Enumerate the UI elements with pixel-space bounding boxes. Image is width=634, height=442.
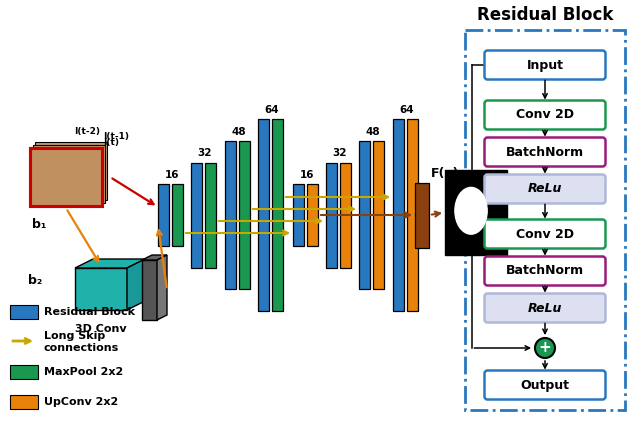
Text: BatchNorm: BatchNorm bbox=[506, 145, 584, 159]
Text: Input: Input bbox=[526, 58, 564, 72]
Bar bbox=[35, 142, 107, 200]
Text: Residual Block: Residual Block bbox=[44, 307, 135, 317]
Bar bbox=[10, 305, 38, 319]
Text: b₂: b₂ bbox=[28, 274, 42, 287]
Ellipse shape bbox=[455, 187, 487, 234]
Bar bbox=[75, 268, 127, 310]
Bar bbox=[30, 148, 102, 206]
Bar bbox=[445, 170, 507, 255]
Bar bbox=[407, 119, 418, 311]
FancyBboxPatch shape bbox=[484, 50, 605, 80]
Text: +: + bbox=[539, 340, 552, 355]
Text: 64: 64 bbox=[399, 105, 414, 115]
Bar bbox=[415, 183, 429, 248]
Text: I(t-2): I(t-2) bbox=[74, 127, 100, 136]
FancyBboxPatch shape bbox=[484, 256, 605, 286]
Text: 3D Conv: 3D Conv bbox=[75, 324, 127, 334]
Text: Conv 2D: Conv 2D bbox=[516, 228, 574, 240]
Bar bbox=[225, 141, 236, 289]
Bar bbox=[142, 260, 157, 320]
Text: F(x): F(x) bbox=[431, 168, 460, 180]
FancyBboxPatch shape bbox=[484, 293, 605, 323]
Circle shape bbox=[535, 338, 555, 358]
Text: I(t-1): I(t-1) bbox=[103, 132, 129, 141]
Bar bbox=[30, 148, 102, 206]
Text: UpConv 2x2: UpConv 2x2 bbox=[44, 397, 119, 407]
Bar bbox=[10, 365, 38, 379]
Bar bbox=[258, 119, 269, 311]
Text: 32: 32 bbox=[198, 149, 212, 159]
Bar bbox=[239, 141, 250, 289]
Text: I(t): I(t) bbox=[103, 138, 119, 147]
Bar bbox=[393, 119, 404, 311]
Bar bbox=[33, 145, 105, 203]
Text: 16: 16 bbox=[300, 170, 314, 180]
FancyBboxPatch shape bbox=[484, 370, 605, 400]
Polygon shape bbox=[157, 255, 167, 320]
Text: MaxPool 2x2: MaxPool 2x2 bbox=[44, 367, 123, 377]
Text: BatchNorm: BatchNorm bbox=[506, 264, 584, 278]
FancyBboxPatch shape bbox=[484, 100, 605, 130]
Text: 32: 32 bbox=[333, 149, 347, 159]
Polygon shape bbox=[142, 255, 167, 260]
Bar bbox=[172, 184, 183, 246]
Text: Residual Block: Residual Block bbox=[477, 6, 613, 24]
Bar bbox=[293, 184, 304, 246]
Text: 16: 16 bbox=[165, 170, 179, 180]
Bar bbox=[340, 163, 351, 267]
FancyBboxPatch shape bbox=[484, 175, 605, 203]
Text: Output: Output bbox=[521, 378, 569, 392]
Polygon shape bbox=[127, 259, 145, 310]
Text: 48: 48 bbox=[231, 127, 247, 137]
FancyBboxPatch shape bbox=[484, 220, 605, 248]
Bar bbox=[158, 184, 169, 246]
Bar bbox=[272, 119, 283, 311]
Text: Long Skip
connections: Long Skip connections bbox=[44, 331, 119, 353]
Bar bbox=[30, 148, 102, 206]
Bar bbox=[373, 141, 384, 289]
Bar bbox=[205, 163, 216, 267]
Bar bbox=[191, 163, 202, 267]
Bar bbox=[10, 395, 38, 409]
Text: 64: 64 bbox=[264, 105, 280, 115]
Text: ReLu: ReLu bbox=[528, 301, 562, 315]
Bar bbox=[465, 30, 625, 410]
Bar bbox=[307, 184, 318, 246]
Text: ReLu: ReLu bbox=[528, 183, 562, 195]
Bar bbox=[326, 163, 337, 267]
Text: 48: 48 bbox=[366, 127, 380, 137]
FancyBboxPatch shape bbox=[484, 137, 605, 167]
Polygon shape bbox=[75, 259, 145, 268]
Bar bbox=[359, 141, 370, 289]
Text: b₁: b₁ bbox=[32, 218, 46, 231]
Text: Conv 2D: Conv 2D bbox=[516, 108, 574, 122]
